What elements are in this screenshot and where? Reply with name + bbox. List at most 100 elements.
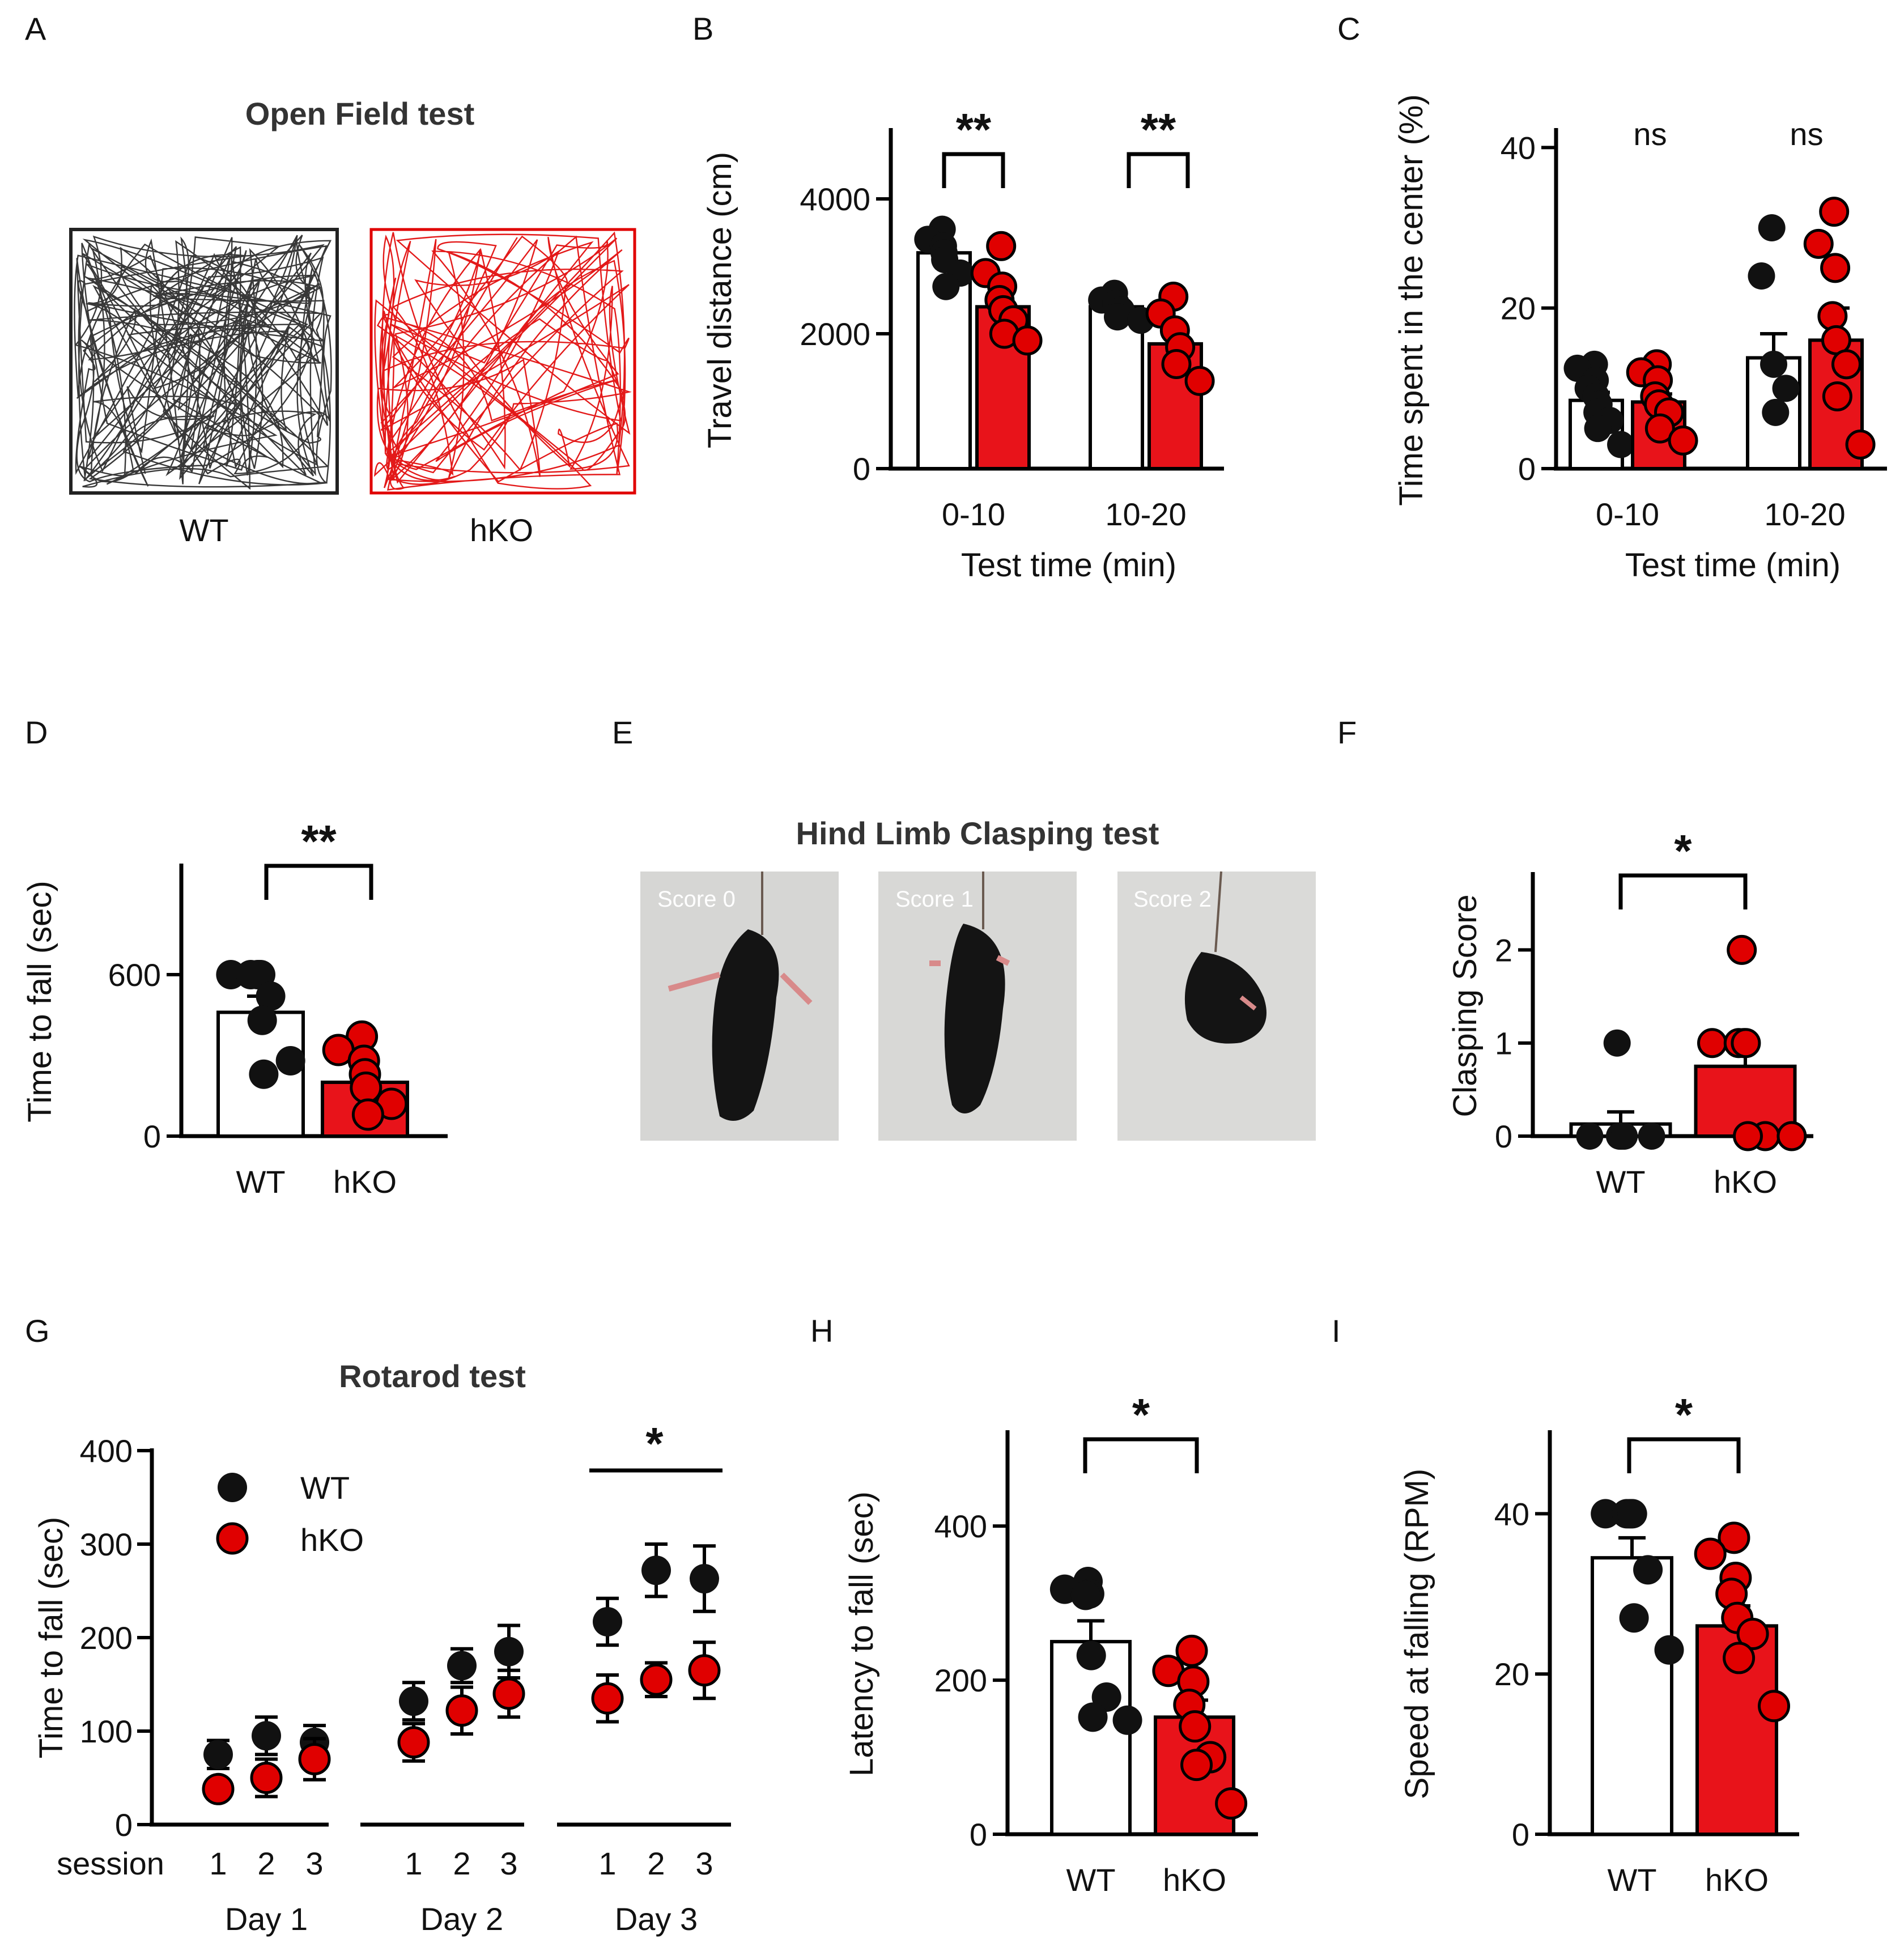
data-point-hko [688,1654,721,1687]
x-tick-label: 0-10 [1596,496,1659,532]
y-tick-label: 2 [1495,932,1512,968]
chart-h-latency: 0 200 400 Latency to fall (sec) WT hKO * [843,1389,1258,1898]
data-point-hko [1644,413,1675,444]
data-point-wt [1617,1499,1647,1529]
photo-label-score-0: Score 0 [657,887,736,912]
bar-wt [1591,1556,1673,1836]
panel-letter-i: I [1332,1313,1341,1349]
data-point-hko [298,1743,331,1775]
data-point-hko [1733,1121,1763,1151]
y-axis-label: Clasping Score [1447,894,1484,1117]
data-point-hko [351,1098,384,1131]
y-tick-label: 4000 [800,181,870,217]
y-tick-label: 0 [1512,1817,1529,1852]
y-tick-label: 2000 [800,316,870,352]
data-point-hko [202,1772,235,1805]
data-point-wt [1654,1635,1684,1665]
y-axis-label: Speed at falling (RPM) [1399,1469,1435,1799]
data-point-wt [1103,303,1131,331]
panel-letter-c: C [1337,11,1360,46]
x-tick-label: 0-10 [942,496,1005,532]
y-tick-label: 400 [80,1433,133,1469]
session-tick-label: 3 [305,1846,323,1881]
y-axis-label: Travel distance (cm) [702,152,738,448]
data-point-hko [1697,1028,1727,1058]
data-point-hko [250,1762,283,1794]
y-tick-label: 1 [1495,1026,1512,1061]
data-point-wt [1619,1603,1649,1633]
track-path [74,235,332,490]
data-point-wt [1748,262,1775,290]
data-point-wt [1591,1499,1621,1529]
photo-score-1: Score 1 [878,872,1077,1141]
day-label: Day 2 [420,1901,503,1937]
chart-b-travel-distance: 0 2000 4000 Travel distance (cm) 0-10 10-20 **… [702,104,1224,584]
photo-label-score-2: Score 2 [1133,887,1212,912]
data-point-hko [591,1682,624,1715]
y-axis-label: Time spent in the center (%) [1393,94,1430,505]
data-point-wt [494,1636,524,1667]
data-point-hko [1776,1121,1807,1151]
data-point-wt [1762,398,1790,426]
panel-letter-b: B [692,11,713,46]
data-point-wt [275,1046,305,1075]
data-point-hko [640,1663,673,1696]
chart-c-time-in-center: 0 20 40 Time spent in the center (%) 0-10 10-… [1393,94,1887,584]
y-tick-label: 200 [80,1620,133,1656]
data-point-hko [1803,228,1834,259]
data-point-hko [1179,1710,1212,1743]
legend-marker-hko [216,1522,249,1555]
data-point-hko [1817,301,1848,331]
data-point-wt [247,1005,277,1035]
y-axis-label: Latency to fall (sec) [843,1491,880,1776]
legend-marker-wt [218,1473,247,1502]
data-point-wt [593,1606,622,1636]
session-tick-label: 2 [453,1846,470,1881]
session-tick-label: 3 [500,1846,517,1881]
y-tick-label: 20 [1501,291,1536,326]
data-point-hko [1668,425,1698,456]
photo-score-0: Score 0 [640,872,839,1141]
data-point-wt [641,1555,671,1585]
significance-marker: ** [956,104,992,155]
x-tick-label: WT [1596,1164,1645,1200]
legend-label-wt: WT [300,1470,350,1506]
wt-track-plot [69,228,339,495]
track-label-hko: hKO [470,512,533,548]
significance-bracket [942,152,1005,188]
panel-letter-a: A [25,11,46,46]
y-axis-label: Time to fall (sec) [22,881,58,1122]
x-axis-label: Test time (min) [1625,547,1841,584]
data-point-hko [492,1677,525,1710]
data-point-hko [1731,1028,1761,1058]
data-point-wt [1772,375,1800,402]
data-point-wt [1078,1702,1108,1732]
data-point-hko [1820,253,1851,283]
x-tick-label: WT [1607,1862,1656,1898]
significance-bracket [1627,1437,1741,1473]
data-point-hko [1723,1642,1756,1674]
panel-letter-e: E [612,715,633,750]
panel-letter-f: F [1337,715,1357,750]
data-point-wt [1070,1580,1100,1610]
significance-marker: * [645,1418,664,1469]
data-point-hko [397,1726,430,1759]
data-point-hko [1215,1787,1248,1820]
x-tick-label: hKO [1714,1164,1777,1200]
photo-label-score-1: Score 1 [895,887,974,912]
significance-bracket [1083,1437,1199,1473]
data-point-wt [203,1740,233,1770]
y-tick-label: 0 [1495,1119,1512,1154]
session-tick-label: 3 [695,1846,713,1881]
x-tick-label: hKO [1705,1862,1769,1898]
data-point-wt [252,1721,281,1751]
data-point-hko [1736,1618,1769,1650]
data-point-wt [1603,1029,1631,1057]
data-point-wt [1633,1555,1663,1585]
data-point-hko [1822,381,1852,411]
significance-marker: * [1132,1389,1150,1440]
significance-marker: * [1674,826,1692,876]
y-tick-label: 0 [115,1807,133,1843]
significance-marker: ** [301,816,337,866]
